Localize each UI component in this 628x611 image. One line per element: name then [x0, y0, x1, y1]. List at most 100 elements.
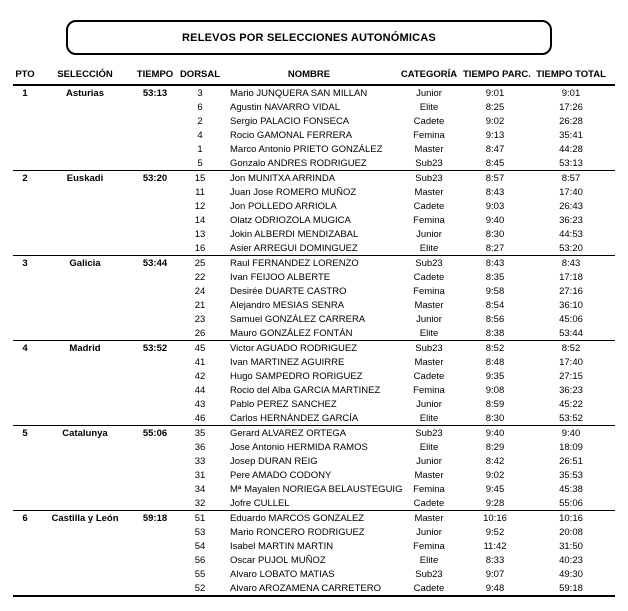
categoria-cell: Sub23 — [395, 425, 463, 440]
tiempo-parc-cell: 8:30 — [485, 412, 505, 424]
categoria-cell: Sub23 — [395, 340, 463, 355]
runner-row: 55 Alvaro LOBATO MATIAS Sub23 9:07 49:30 — [13, 567, 615, 581]
runner-row: 2 Euskadi 53:20 15 Jon MUNITXA ARRINDA Sub23 8… — [13, 170, 615, 185]
tiempo-total-cell: 44:53 — [559, 228, 583, 240]
tiempo-total-cell: 36:10 — [559, 299, 583, 311]
nombre-cell: Hugo SAMPEDRO RORIGUEZ — [230, 370, 363, 382]
dorsal-cell: 12 — [194, 200, 206, 212]
tiempo-parc-cell: 8:54 — [485, 299, 505, 311]
seleccion-cell — [37, 496, 133, 511]
runner-row: 5 Catalunya 55:06 35 Gerard ALVAREZ ORTEGA Su… — [13, 425, 615, 440]
tiempo-cell — [133, 397, 177, 411]
categoria-cell: Master — [414, 299, 444, 311]
tiempo-total-cell: 53:20 — [559, 242, 583, 254]
categoria-cell: Sub23 — [395, 170, 463, 185]
tiempo-cell — [133, 156, 177, 171]
tiempo-cell — [133, 482, 177, 496]
dorsal-cell: 52 — [194, 582, 206, 594]
page-title: RELEVOS POR SELECCIONES AUTONÓMICAS — [182, 31, 436, 44]
pto-cell — [13, 213, 37, 227]
tiempo-parc-cell: 9:58 — [485, 285, 505, 297]
tiempo-cell — [133, 355, 177, 369]
pto-cell — [13, 100, 37, 114]
tiempo-total-cell: 17:18 — [559, 271, 583, 283]
dorsal-cell: 26 — [194, 327, 206, 339]
tiempo-cell — [133, 454, 177, 468]
tiempo-total-cell: 35:41 — [559, 129, 583, 141]
runner-row: 52 Alvaro AROZAMENA CARRETERO Cadete 9:48 59… — [13, 581, 615, 596]
tiempo-parc-cell: 8:33 — [485, 554, 505, 566]
tiempo-cell — [133, 312, 177, 326]
tiempo-total-cell: 17:40 — [559, 356, 583, 368]
tiempo-cell — [133, 298, 177, 312]
seleccion-cell — [37, 581, 133, 596]
tiempo-parc-cell: 9:40 — [485, 214, 505, 226]
column-header-tiempo: TIEMPO — [133, 64, 177, 86]
pto-cell: 4 — [13, 340, 37, 355]
tiempo-parc-cell: 8:45 — [485, 157, 505, 169]
seleccion-cell — [37, 128, 133, 142]
nombre-cell: Pere AMADO CODONY — [230, 469, 332, 481]
tiempo-parc-cell: 8:43 — [463, 255, 527, 270]
runner-row: 12 Jon POLLEDO ARRIOLA Cadete 9:03 26:43 — [13, 199, 615, 213]
column-header-dorsal: DORSAL — [177, 64, 223, 86]
tiempo-parc-cell: 9:28 — [485, 497, 505, 509]
tiempo-parc-cell: 8:25 — [485, 101, 505, 113]
categoria-cell: Sub23 — [395, 255, 463, 270]
column-header-seleccion: SELECCIÓN — [37, 64, 133, 86]
runner-row: 32 Jofre CULLEL Cadete 9:28 55:06 — [13, 496, 615, 511]
nombre-cell: Gonzalo ANDRES RODRIGUEZ — [230, 157, 367, 169]
pto-cell — [13, 142, 37, 156]
runner-row: 11 Juan Jose ROMERO MUÑOZ Master 8:43 17:40 — [13, 185, 615, 199]
pto-cell — [13, 199, 37, 213]
tiempo-parc-cell: 8:57 — [463, 170, 527, 185]
runner-row: 41 Ivan MARTINEZ AGUIRRE Master 8:48 17:40 — [13, 355, 615, 369]
tiempo-parc-cell: 8:48 — [485, 356, 505, 368]
seleccion-cell — [37, 326, 133, 341]
pto-cell — [13, 482, 37, 496]
dorsal-cell: 2 — [197, 115, 203, 127]
pto-cell — [13, 383, 37, 397]
dorsal-cell: 14 — [194, 214, 206, 226]
runner-row: 6 Castilla y León 59:18 51 Eduardo MARCOS GO… — [13, 510, 615, 525]
dorsal-cell: 25 — [177, 255, 223, 270]
runner-row: 1 Marco Antonio PRIETO GONZÁLEZ Master 8:47… — [13, 142, 615, 156]
tiempo-total-cell: 20:08 — [559, 526, 583, 538]
tiempo-total-cell: 59:18 — [559, 582, 583, 594]
tiempo-cell — [133, 369, 177, 383]
nombre-cell: Jon POLLEDO ARRIOLA — [230, 200, 337, 212]
dorsal-cell: 53 — [194, 526, 206, 538]
column-header-tiempo-total: TIEMPO TOTAL — [527, 64, 615, 86]
dorsal-cell: 31 — [194, 469, 206, 481]
categoria-cell: Femina — [413, 384, 445, 396]
results-body: 1 Asturias 53:13 3 Mario JUNQUERA SAN MILLAN… — [13, 84, 615, 596]
pto-cell — [13, 227, 37, 241]
seleccion-cell — [37, 355, 133, 369]
seleccion-cell — [37, 213, 133, 227]
seleccion-cell — [37, 539, 133, 553]
dorsal-cell: 6 — [197, 101, 203, 113]
seleccion-cell — [37, 411, 133, 426]
nombre-cell: Mauro GONZÁLEZ FONTÁN — [230, 327, 353, 339]
tiempo-total-cell: 9:01 — [527, 84, 615, 100]
seleccion-cell — [37, 100, 133, 114]
tiempo-parc-cell: 8:30 — [485, 228, 505, 240]
seleccion-cell — [37, 227, 133, 241]
tiempo-cell: 53:52 — [133, 340, 177, 355]
pto-cell: 6 — [13, 510, 37, 525]
nombre-cell: Samuel GONZÁLEZ CARRERA — [230, 313, 366, 325]
tiempo-cell: 59:18 — [133, 510, 177, 525]
tiempo-parc-cell: 9:52 — [485, 526, 505, 538]
seleccion-cell: Asturias — [37, 84, 133, 100]
dorsal-cell: 21 — [194, 299, 206, 311]
tiempo-total-cell: 18:09 — [559, 441, 583, 453]
tiempo-cell — [133, 326, 177, 341]
runner-row: 5 Gonzalo ANDRES RODRIGUEZ Sub23 8:45 53:13 — [13, 156, 615, 171]
dorsal-cell: 44 — [194, 384, 206, 396]
categoria-cell: Femina — [413, 540, 445, 552]
tiempo-parc-cell: 9:02 — [485, 115, 505, 127]
runner-row: 3 Galicia 53:44 25 Raul FERNANDEZ LORENZO Sub… — [13, 255, 615, 270]
categoria-cell: Cadete — [413, 497, 445, 509]
tiempo-parc-cell: 9:40 — [463, 425, 527, 440]
